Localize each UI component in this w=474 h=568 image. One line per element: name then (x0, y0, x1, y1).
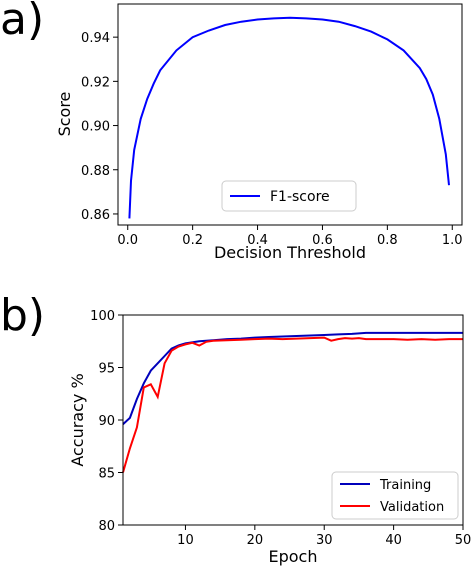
y-tick-label: 0.94 (81, 31, 110, 46)
y-axis-title: Score (55, 92, 74, 137)
y-axis-title: Accuracy % (68, 373, 87, 466)
legend-box (221, 180, 357, 212)
x-tick-label: 10 (177, 533, 194, 548)
legend: F1-score (221, 180, 357, 212)
x-tick-label: 30 (316, 533, 333, 548)
x-tick-label: 0.0 (117, 233, 138, 248)
x-tick-label: 0.6 (312, 233, 333, 248)
y-tick-label: 0.90 (81, 120, 110, 135)
x-tick-label: 1.0 (442, 233, 463, 248)
y-tick-label: 100 (90, 309, 115, 324)
f1-score-chart: 0.0 0.2 0.4 0.6 0.8 1.0 0.86 0.88 0.90 0.92 0.94 D… (55, 3, 463, 262)
series-line-validation (122, 336, 463, 473)
x-tick-label: 50 (455, 533, 472, 548)
accuracy-chart: 10 20 30 40 50 80 85 90 95 100 Epoch Accuracy % T… (68, 309, 471, 566)
x-tick-label: 0.4 (247, 233, 268, 248)
legend-label-training: Training (379, 478, 431, 493)
series-line-training (122, 331, 463, 425)
y-tick-label: 90 (98, 414, 115, 429)
y-tick-label: 95 (98, 362, 115, 377)
y-tick-label: 0.88 (81, 164, 110, 179)
series-line-f1-score (128, 16, 450, 219)
legend: Training Validation (331, 471, 459, 520)
plot-area-frame (117, 3, 463, 226)
x-axis-title: Epoch (269, 547, 318, 566)
panel-a-label: a) (0, 0, 44, 45)
x-tick-label: 0.8 (377, 233, 398, 248)
x-tick-label: 0.2 (182, 233, 203, 248)
y-tick-label: 0.92 (81, 75, 110, 90)
x-axis-title: Decision Threshold (214, 243, 366, 262)
y-tick-label: 80 (98, 519, 115, 534)
panel-b-label: b) (0, 290, 45, 341)
y-tick-label: 0.86 (81, 208, 110, 223)
legend-label-validation: Validation (380, 500, 444, 515)
x-tick-label: 40 (385, 533, 402, 548)
y-tick-label: 85 (98, 467, 115, 482)
legend-label-f1-score: F1-score (270, 189, 330, 205)
x-tick-label: 20 (247, 533, 264, 548)
